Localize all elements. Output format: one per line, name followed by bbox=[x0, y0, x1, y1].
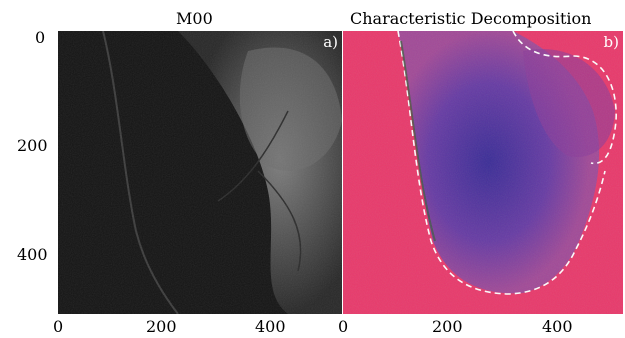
y-tick-400: 400 bbox=[17, 245, 48, 264]
x-tick-b-0: 0 bbox=[338, 317, 349, 336]
x-tick-a-400: 400 bbox=[255, 317, 286, 336]
panel-b-title: Characteristic Decomposition bbox=[350, 9, 592, 28]
y-tick-0: 0 bbox=[35, 28, 46, 47]
panel-b-svg bbox=[343, 31, 623, 314]
panel-a-svg bbox=[58, 31, 342, 314]
panel-a-texture bbox=[58, 31, 342, 314]
panel-b-image: b) bbox=[343, 31, 623, 314]
y-tick-200: 200 bbox=[17, 136, 48, 155]
panel-b-label: b) bbox=[603, 33, 619, 51]
x-tick-a-200: 200 bbox=[146, 317, 177, 336]
panel-b-texture bbox=[343, 31, 623, 314]
x-tick-b-400: 400 bbox=[542, 317, 573, 336]
panel-a-title: M00 bbox=[176, 9, 213, 28]
x-tick-b-200: 200 bbox=[432, 317, 463, 336]
panel-a-image: a) bbox=[58, 31, 342, 314]
panel-a-label: a) bbox=[323, 33, 338, 51]
x-tick-a-0: 0 bbox=[53, 317, 64, 336]
